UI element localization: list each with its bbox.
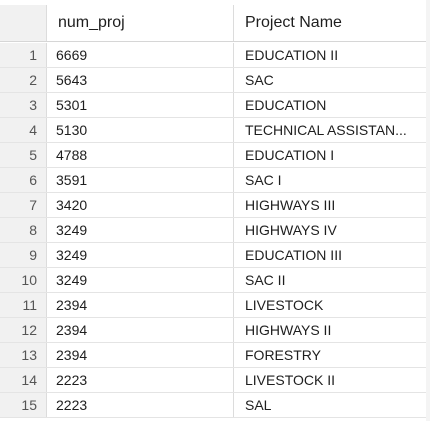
table-row[interactable]: 15 2223 SAL	[0, 393, 430, 418]
table-row[interactable]: 12 2394 HIGHWAYS II	[0, 318, 430, 343]
cell-num-proj[interactable]: 2394	[47, 293, 234, 317]
row-number[interactable]: 10	[0, 268, 47, 292]
cell-project-name[interactable]: LIVESTOCK II	[234, 368, 430, 392]
table-row[interactable]: 7 3420 HIGHWAYS III	[0, 193, 430, 218]
table-row[interactable]: 2 5643 SAC	[0, 68, 430, 93]
cell-project-name[interactable]: EDUCATION	[234, 93, 430, 117]
grid-right-edge	[426, 0, 430, 421]
row-number[interactable]: 14	[0, 368, 47, 392]
cell-num-proj[interactable]: 3249	[47, 243, 234, 267]
row-number[interactable]: 12	[0, 318, 47, 342]
row-number[interactable]: 8	[0, 218, 47, 242]
cell-project-name[interactable]: HIGHWAYS II	[234, 318, 430, 342]
cell-project-name[interactable]: SAC I	[234, 168, 430, 192]
cell-project-name[interactable]: SAL	[234, 393, 430, 417]
cell-project-name[interactable]: EDUCATION I	[234, 143, 430, 167]
cell-num-proj[interactable]: 5130	[47, 118, 234, 142]
row-number[interactable]: 3	[0, 93, 47, 117]
cell-project-name[interactable]: SAC II	[234, 268, 430, 292]
table-row[interactable]: 13 2394 FORESTRY	[0, 343, 430, 368]
cell-num-proj[interactable]: 6669	[47, 43, 234, 67]
cell-num-proj[interactable]: 5643	[47, 68, 234, 92]
table-row[interactable]: 14 2223 LIVESTOCK II	[0, 368, 430, 393]
cell-num-proj[interactable]: 3420	[47, 193, 234, 217]
row-number[interactable]: 9	[0, 243, 47, 267]
table-row[interactable]: 8 3249 HIGHWAYS IV	[0, 218, 430, 243]
column-header-num-proj[interactable]: num_proj	[47, 5, 234, 41]
row-number[interactable]: 15	[0, 393, 47, 417]
row-number[interactable]: 6	[0, 168, 47, 192]
table-row[interactable]: 4 5130 TECHNICAL ASSISTAN...	[0, 118, 430, 143]
column-header-project-name[interactable]: Project Name	[234, 5, 430, 41]
row-number[interactable]: 13	[0, 343, 47, 367]
cell-num-proj[interactable]: 2394	[47, 343, 234, 367]
cell-num-proj[interactable]: 3249	[47, 268, 234, 292]
row-number[interactable]: 4	[0, 118, 47, 142]
cell-project-name[interactable]: TECHNICAL ASSISTAN...	[234, 118, 430, 142]
cell-project-name[interactable]: LIVESTOCK	[234, 293, 430, 317]
cell-project-name[interactable]: HIGHWAYS IV	[234, 218, 430, 242]
row-number[interactable]: 11	[0, 293, 47, 317]
table-row[interactable]: 1 6669 EDUCATION II	[0, 43, 430, 68]
cell-num-proj[interactable]: 2394	[47, 318, 234, 342]
table-row[interactable]: 6 3591 SAC I	[0, 168, 430, 193]
table-row[interactable]: 11 2394 LIVESTOCK	[0, 293, 430, 318]
cell-project-name[interactable]: HIGHWAYS III	[234, 193, 430, 217]
cell-num-proj[interactable]: 3249	[47, 218, 234, 242]
corner-cell[interactable]	[0, 5, 47, 41]
cell-num-proj[interactable]: 2223	[47, 368, 234, 392]
cell-project-name[interactable]: SAC	[234, 68, 430, 92]
table-row[interactable]: 3 5301 EDUCATION	[0, 93, 430, 118]
row-number[interactable]: 1	[0, 43, 47, 67]
row-number[interactable]: 5	[0, 143, 47, 167]
table-row[interactable]: 9 3249 EDUCATION III	[0, 243, 430, 268]
table-row[interactable]: 5 4788 EDUCATION I	[0, 143, 430, 168]
table-body: 1 6669 EDUCATION II 2 5643 SAC 3 5301 ED…	[0, 43, 430, 418]
cell-project-name[interactable]: FORESTRY	[234, 343, 430, 367]
cell-project-name[interactable]: EDUCATION III	[234, 243, 430, 267]
cell-num-proj[interactable]: 5301	[47, 93, 234, 117]
row-number[interactable]: 7	[0, 193, 47, 217]
table-row[interactable]: 10 3249 SAC II	[0, 268, 430, 293]
cell-num-proj[interactable]: 3591	[47, 168, 234, 192]
header-row: num_proj Project Name	[0, 5, 430, 42]
cell-project-name[interactable]: EDUCATION II	[234, 43, 430, 67]
cell-num-proj[interactable]: 4788	[47, 143, 234, 167]
row-number[interactable]: 2	[0, 68, 47, 92]
cell-num-proj[interactable]: 2223	[47, 393, 234, 417]
